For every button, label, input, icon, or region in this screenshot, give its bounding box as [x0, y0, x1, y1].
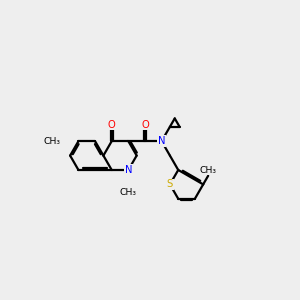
- Text: CH₃: CH₃: [44, 137, 61, 146]
- Text: N: N: [124, 165, 132, 175]
- Text: CH₃: CH₃: [200, 166, 217, 175]
- Text: O: O: [141, 119, 149, 130]
- Text: S: S: [167, 179, 173, 189]
- Text: N: N: [158, 136, 165, 146]
- Text: CH₃: CH₃: [120, 188, 137, 197]
- Text: O: O: [108, 119, 116, 130]
